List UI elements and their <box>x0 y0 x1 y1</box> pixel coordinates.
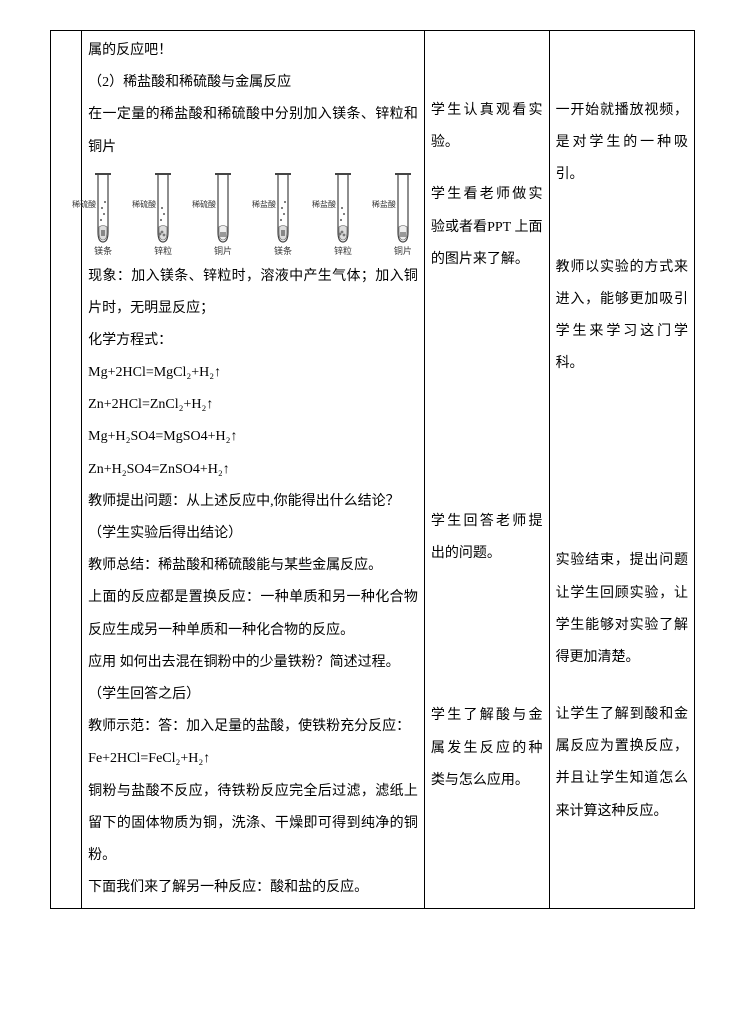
text-line: 属的反应吧！ <box>88 35 418 67</box>
equation: Mg+2HCl=MgCl₂+H₂↑ <box>88 357 418 389</box>
test-tube: 稀硫酸 锌粒 <box>150 172 176 257</box>
tube-acid-label: 稀硫酸 <box>132 196 156 214</box>
test-tube: 稀硫酸 镁条 <box>90 172 116 257</box>
text-block: 让学生了解到酸和金属反应为置换反应，并且让学生知道怎么来计算这种反应。 <box>556 699 688 828</box>
test-tube: 稀盐酸 铜片 <box>390 172 416 257</box>
test-tube: 稀盐酸 镁条 <box>270 172 296 257</box>
test-tube: 稀盐酸 锌粒 <box>330 172 356 257</box>
tube-metal-label: 锌粒 <box>334 246 352 257</box>
tube-metal-label: 镁条 <box>274 246 292 257</box>
tube-metal-label: 锌粒 <box>154 246 172 257</box>
empty-column <box>51 31 82 909</box>
text-line: （学生回答之后） <box>88 679 418 711</box>
tube-metal-label: 铜片 <box>394 246 412 257</box>
tube-acid-label: 稀盐酸 <box>312 196 336 214</box>
student-activity-column: 学生认真观看实验。 学生看老师做实验或者看PPT 上面的图片来了解。 学生回答老… <box>424 31 549 909</box>
text-block: 教师以实验的方式来进入，能够更加吸引学生来学习这门学科。 <box>556 252 688 381</box>
text-line: 上面的反应都是置换反应：一种单质和另一种化合物反应生成另一种单质和一种化合物的反… <box>88 582 418 646</box>
text-block: 学生看老师做实验或者看PPT 上面的图片来了解。 <box>431 179 543 276</box>
text-block: 学生回答老师提出的问题。 <box>431 506 543 570</box>
text-line: 教师提出问题：从上述反应中,你能得出什么结论？ <box>88 486 418 518</box>
text-line: （2）稀盐酸和稀硫酸与金属反应 <box>88 67 418 99</box>
test-tube: 稀硫酸 铜片 <box>210 172 236 257</box>
tube-acid-label: 稀盐酸 <box>372 196 396 214</box>
equation: Zn+H₂SO4=ZnSO4+H₂↑ <box>88 454 418 486</box>
text-line: 铜粉与盐酸不反应，待铁粉反应完全后过滤，滤纸上留下的固体物质为铜，洗涤、干燥即可… <box>88 776 418 873</box>
text-block: 实验结束，提出问题让学生回顾实验，让学生能够对实验了解得更加清楚。 <box>556 545 688 674</box>
design-intent-column: 一开始就播放视频，是对学生的一种吸引。 教师以实验的方式来进入，能够更加吸引学生… <box>549 31 694 909</box>
text-line: 下面我们来了解另一种反应：酸和盐的反应。 <box>88 872 418 904</box>
equation: Mg+H₂SO4=MgSO4+H₂↑ <box>88 421 418 453</box>
lesson-table: 属的反应吧！ （2）稀盐酸和稀硫酸与金属反应 在一定量的稀盐酸和稀硫酸中分别加入… <box>50 30 695 909</box>
text-line: 现象：加入镁条、锌粒时，溶液中产生气体；加入铜片时，无明显反应； <box>88 261 418 325</box>
tube-metal-label: 镁条 <box>94 246 112 257</box>
text-line: （学生实验后得出结论） <box>88 518 418 550</box>
equation: Fe+2HCl=FeCl₂+H₂↑ <box>88 743 418 775</box>
equation: Zn+2HCl=ZnCl₂+H₂↑ <box>88 389 418 421</box>
teacher-content-column: 属的反应吧！ （2）稀盐酸和稀硫酸与金属反应 在一定量的稀盐酸和稀硫酸中分别加入… <box>82 31 425 909</box>
text-line: 教师总结：稀盐酸和稀硫酸能与某些金属反应。 <box>88 550 418 582</box>
tube-metal-label: 铜片 <box>214 246 232 257</box>
text-line: 应用 如何出去混在铜粉中的少量铁粉？简述过程。 <box>88 647 418 679</box>
text-line: 化学方程式： <box>88 325 418 357</box>
text-line: 在一定量的稀盐酸和稀硫酸中分别加入镁条、锌粒和铜片 <box>88 99 418 163</box>
tube-acid-label: 稀硫酸 <box>192 196 216 214</box>
text-line: 教师示范：答：加入足量的盐酸，使铁粉充分反应： <box>88 711 418 743</box>
text-block: 学生了解酸与金属发生反应的种类与怎么应用。 <box>431 700 543 797</box>
tube-acid-label: 稀盐酸 <box>252 196 276 214</box>
text-block: 学生认真观看实验。 <box>431 95 543 159</box>
tube-acid-label: 稀硫酸 <box>72 196 96 214</box>
text-block: 一开始就播放视频，是对学生的一种吸引。 <box>556 95 688 192</box>
test-tubes-diagram: 稀硫酸 镁条 稀硫酸 锌粒 <box>88 164 418 261</box>
